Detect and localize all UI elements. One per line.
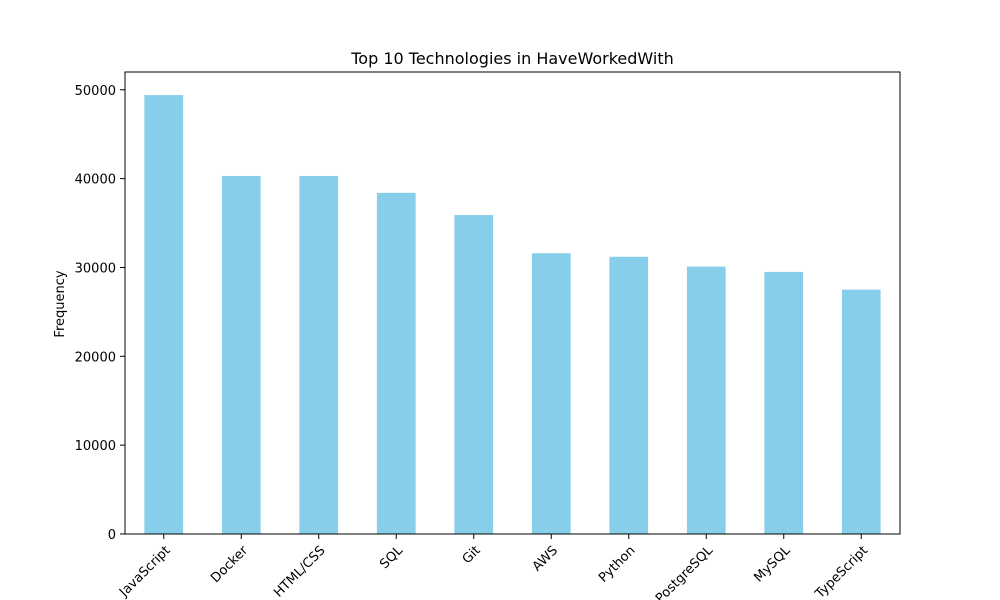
- bar-sql: [376, 192, 416, 535]
- y-tick-label: 50000: [75, 84, 116, 99]
- bar-typescript: [841, 289, 881, 534]
- x-tick-label: HTML/CSS: [271, 543, 328, 600]
- x-tick-label: Python: [596, 543, 638, 585]
- x-tick-label: PostgreSQL: [653, 543, 717, 600]
- y-tick-label: 30000: [75, 261, 116, 276]
- plot-frame: [124, 71, 901, 535]
- bar-html-css: [299, 175, 339, 534]
- y-tick-label: 0: [108, 528, 116, 543]
- bar-aws: [531, 253, 571, 534]
- y-tick-label: 40000: [75, 173, 116, 188]
- x-tick-label: Git: [460, 543, 484, 567]
- x-tick-label: MySQL: [751, 543, 794, 586]
- y-tick-label: 10000: [75, 439, 116, 454]
- bar-javascript: [144, 95, 184, 534]
- bars-layer: [144, 95, 881, 535]
- x-axis-ticks: JavaScript Docker HTML/CSS SQL Git AWS Python P…: [116, 534, 871, 600]
- chart-title: Top 10 Technologies in HaveWorkedWith: [350, 49, 674, 68]
- y-axis-ticks: 0 10000 20000 30000 40000 50000: [75, 84, 125, 543]
- y-tick-label: 20000: [75, 350, 116, 365]
- x-tick-label: TypeScript: [812, 543, 871, 600]
- bar-postgresql: [686, 266, 726, 534]
- x-tick-label: SQL: [377, 543, 406, 572]
- x-tick-label: AWS: [530, 543, 561, 574]
- bar-python: [609, 256, 649, 534]
- bar-mysql: [764, 271, 804, 534]
- bar-docker: [221, 175, 261, 534]
- y-axis-label: Frequency: [53, 270, 68, 337]
- x-tick-label: Docker: [208, 543, 251, 586]
- bar-git: [454, 215, 494, 535]
- x-tick-label: JavaScript: [116, 543, 173, 600]
